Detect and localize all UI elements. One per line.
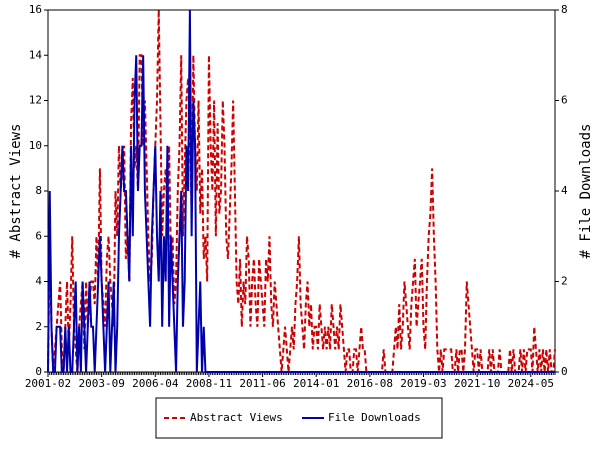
- y-tick-label: 0: [35, 365, 42, 378]
- y2-tick-label: 8: [561, 3, 568, 16]
- x-tick-label: 2016-08: [347, 377, 393, 390]
- y2-tick-label: 4: [561, 184, 568, 197]
- legend-box: [155, 397, 443, 439]
- x-tick-label: 2014-01: [293, 377, 339, 390]
- y-axis-label: # Abstract Views: [8, 124, 24, 259]
- legend-label: File Downloads: [328, 411, 421, 424]
- x-tick-label: 2019-03: [400, 377, 446, 390]
- y-tick-label: 2: [35, 320, 42, 333]
- y-tick-label: 4: [35, 275, 42, 288]
- x-tick-label: 2021-10: [454, 377, 500, 390]
- x-tick-label: 2011-06: [239, 377, 285, 390]
- y2-tick-label: 2: [561, 275, 568, 288]
- x-tick-label: 2003-09: [78, 377, 124, 390]
- y2-tick-label: 6: [561, 94, 568, 107]
- x-tick-label: 2001-02: [25, 377, 71, 390]
- y-tick-label: 14: [29, 48, 43, 61]
- y-tick-label: 8: [35, 184, 42, 197]
- y2-axis-label: # File Downloads: [578, 124, 594, 259]
- x-tick-label: 2024-05: [508, 377, 554, 390]
- y2-tick-label: 0: [561, 365, 568, 378]
- y-tick-label: 12: [29, 94, 42, 107]
- x-tick-label: 2008-11: [186, 377, 232, 390]
- series-line: [47, 9, 556, 373]
- x-tick-label: 2006-04: [132, 377, 179, 390]
- y-tick-label: 16: [29, 3, 42, 16]
- series-line: [47, 9, 555, 373]
- y-tick-label: 6: [35, 229, 42, 242]
- y-tick-label: 10: [29, 139, 42, 152]
- legend-label: Abstract Views: [190, 411, 283, 424]
